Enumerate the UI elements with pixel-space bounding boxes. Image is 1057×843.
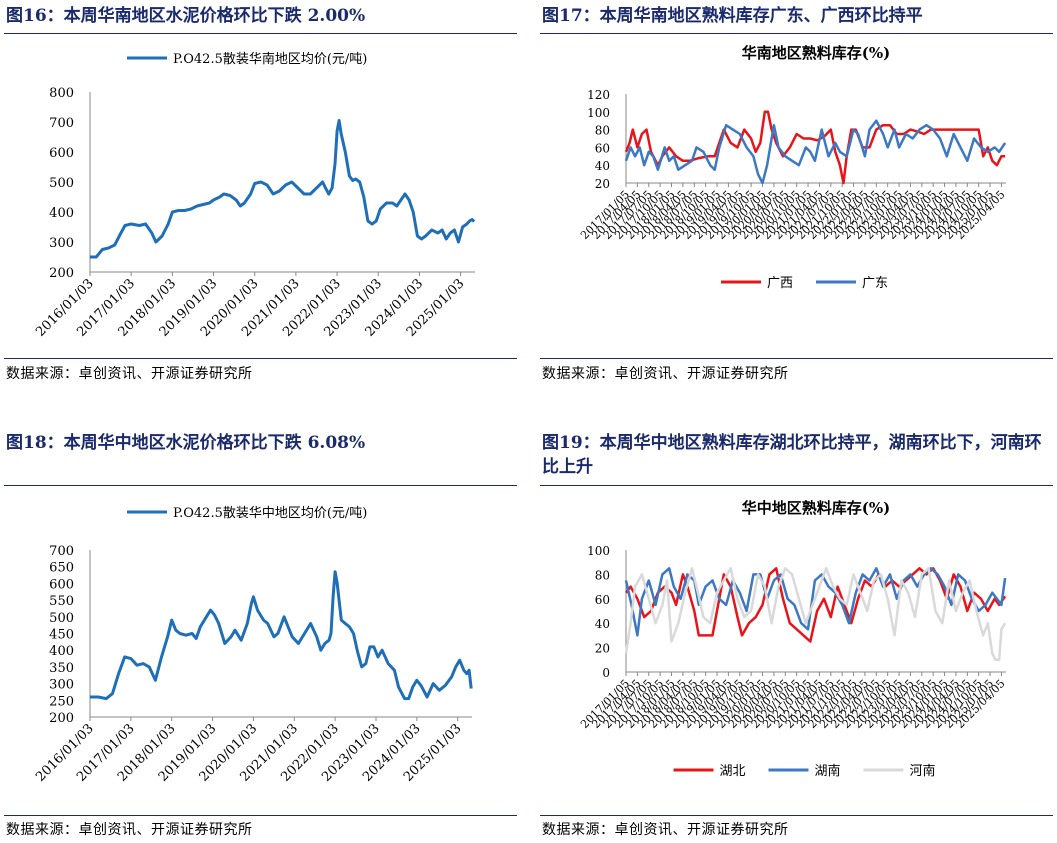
y-tick-label: 500 [49,176,74,191]
inventory-line-chart: 华南地区熟料库存(%)204060801001202017/01/052017/… [578,44,1007,291]
y-tick-label: 300 [49,678,74,693]
data-source: 数据来源：卓创资讯、开源证券研究所 [6,366,253,382]
y-tick-label: 400 [49,644,74,659]
y-tick-label: 60 [595,141,610,155]
source-rule [540,358,1053,359]
y-tick-label: 120 [587,88,610,102]
figure-title: 图19：本周华中地区熟料库存湖北环比持平，湖南环比下，河南环比上升 [542,433,1042,477]
series-line-1 [90,570,473,701]
series-line-1 [90,119,476,259]
y-tick-label: 60 [595,593,610,607]
y-tick-label: 20 [595,177,610,191]
y-tick-label: 0 [602,666,610,680]
y-tick-label: 200 [49,711,74,726]
y-tick-label: 40 [595,159,610,173]
figure-title: 图16：本周华南地区水泥价格环比下跌 2.00% [6,6,366,26]
y-tick-label: 450 [49,628,74,643]
y-tick-label: 100 [587,106,610,120]
y-tick-label: 800 [49,86,74,101]
series-line-3 [624,567,1007,662]
chart-title: 华南地区熟料库存(%) [742,44,890,62]
panel-fig19: 图19：本周华中地区熟料库存湖北环比持平，湖南环比下，河南环比上升 华中地区熟料… [536,425,1057,843]
y-tick-label: 350 [49,661,74,676]
y-tick-label: 200 [49,266,74,281]
panel-fig18: 图18：本周华中地区水泥价格环比下跌 6.08% 200 250 300 350 400… [0,425,521,843]
legend-label: 湖南 [815,763,841,779]
legend-label: 河南 [910,763,936,779]
panel-fig17: 图17：本周华南地区熟料库存广东、广西环比持平 华南地区熟料库存(%) 20 40 6… [536,0,1057,400]
y-tick-label: 20 [595,642,610,656]
title-rule [4,485,517,486]
legend-label: 广西 [767,276,793,291]
title-rule [540,33,1053,34]
y-tick-label: 700 [49,544,74,559]
y-tick-label: 300 [49,236,74,251]
y-tick-label: 500 [49,611,74,626]
figure-title: 图18：本周华中地区水泥价格环比下跌 6.08% [6,433,366,453]
legend-label: 湖北 [720,764,746,779]
data-source: 数据来源：卓创资讯、开源证券研究所 [542,366,789,382]
price-line-chart: 2002503003504004505005506006507002016/01… [33,506,473,785]
y-tick-label: 650 [49,561,74,576]
legend-label: 广东 [862,276,888,291]
inventory-line-chart: 华中地区熟料库存(%)0204060801002017/01/052017/04… [578,499,1007,779]
legend-label: P.O42.5散装华南地区均价(元/吨) [173,51,367,67]
y-tick-label: 600 [49,146,74,161]
y-tick-label: 100 [587,544,610,558]
title-rule [4,33,517,34]
y-tick-label: 550 [49,594,74,609]
price-line-chart: 2003004005006007008002016/01/032017/01/0… [33,51,476,340]
data-source: 数据来源：卓创资讯、开源证券研究所 [6,822,253,838]
title-rule [540,485,1053,486]
panel-fig16: 图16：本周华南地区水泥价格环比下跌 2.00% 200 300 400 500 600… [0,0,521,400]
series-line-2 [624,119,1007,185]
y-tick-label: 600 [49,577,74,592]
legend-label: P.O42.5散装华中地区均价(元/吨) [173,506,367,521]
y-tick-label: 40 [595,617,610,631]
source-rule [4,358,517,359]
chart-title: 华中地区熟料库存(%) [742,499,890,517]
y-tick-label: 700 [49,116,74,131]
source-rule [540,815,1053,816]
source-rule [4,815,517,816]
y-tick-label: 80 [595,124,610,138]
data-source: 数据来源：卓创资讯、开源证券研究所 [542,822,789,838]
y-tick-label: 250 [49,694,74,709]
y-tick-label: 400 [49,206,74,221]
series-line-1 [624,110,1006,185]
y-tick-label: 80 [595,568,610,582]
figure-title: 图17：本周华南地区熟料库存广东、广西环比持平 [542,6,923,26]
